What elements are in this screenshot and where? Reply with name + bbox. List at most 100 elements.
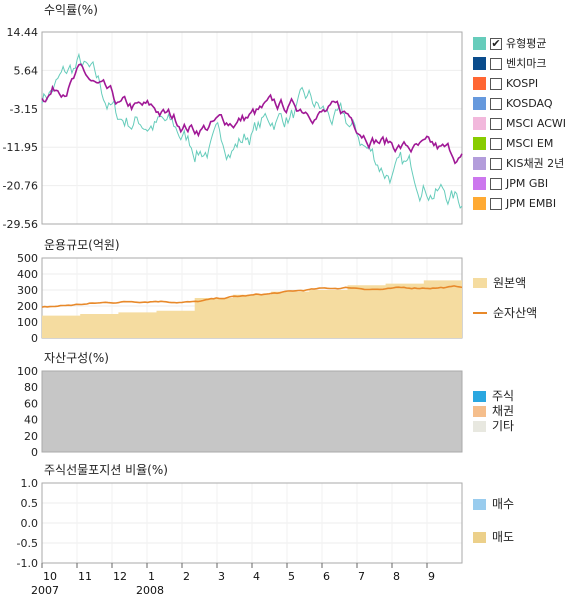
returns-frame bbox=[41, 31, 463, 225]
stock-swatch bbox=[473, 390, 486, 402]
assets-ytick: 80 bbox=[24, 381, 38, 394]
legend-item: 벤치마크 bbox=[473, 57, 546, 70]
futures-ytick: -1.0 bbox=[17, 557, 38, 570]
x-tick-label: 11 bbox=[78, 570, 92, 583]
x-tick-label: 12 bbox=[113, 570, 127, 583]
x-year-label: 2008 bbox=[136, 584, 164, 597]
x-tick-label: 9 bbox=[428, 570, 435, 583]
legend-label: MSCI EM bbox=[506, 136, 554, 150]
legend-label: KIS채권 2년 bbox=[506, 156, 565, 170]
checkbox[interactable] bbox=[490, 117, 502, 130]
checkbox[interactable] bbox=[490, 97, 502, 110]
returns-ytick: -3.15 bbox=[10, 103, 38, 116]
x-tick-label: 4 bbox=[253, 570, 260, 583]
nav-swatch bbox=[473, 312, 487, 314]
legend-swatch bbox=[473, 97, 486, 110]
checkbox[interactable] bbox=[490, 77, 502, 90]
nav-label: 순자산액 bbox=[493, 306, 538, 320]
x-tick-label: 7 bbox=[358, 570, 365, 583]
futures-title: 주식선물포지션 비율(%) bbox=[44, 463, 168, 477]
legend-label: JPM GBI bbox=[506, 176, 549, 190]
futures-ytick: -0.5 bbox=[17, 537, 38, 550]
assets-ytick: 20 bbox=[24, 430, 38, 443]
checkbox[interactable] bbox=[490, 157, 502, 170]
legend-swatch bbox=[473, 197, 486, 210]
x-tick-label: 8 bbox=[393, 570, 400, 583]
assets-ytick: 100 bbox=[17, 365, 38, 378]
legend-nav: 순자산액 bbox=[473, 306, 537, 320]
legend-item: JPM EMBI bbox=[473, 197, 556, 210]
aum-ytick: 200 bbox=[17, 300, 38, 313]
legend-principal: 원본액 bbox=[473, 276, 526, 290]
legend-item: MSCI EM bbox=[473, 137, 553, 150]
futures-ytick: 1.0 bbox=[21, 477, 39, 490]
legend-item: KIS채권 2년 bbox=[473, 157, 564, 170]
legend-sell: 매도 bbox=[473, 530, 514, 544]
legend-stock: 주식 bbox=[473, 389, 514, 403]
x-tick-label: 2 bbox=[183, 570, 190, 583]
aum-ytick: 0 bbox=[31, 332, 38, 345]
assets-ytick: 40 bbox=[24, 414, 38, 427]
nav-line bbox=[41, 285, 463, 308]
x-year-label: 2007 bbox=[31, 584, 59, 597]
principal-area bbox=[42, 277, 462, 338]
returns-ytick: 5.64 bbox=[14, 64, 39, 77]
legend-swatch bbox=[473, 37, 486, 50]
assets-title: 자산구성(%) bbox=[44, 351, 109, 365]
bond-swatch bbox=[473, 405, 486, 417]
futures-ytick: 0.5 bbox=[21, 497, 39, 510]
stock-label: 주식 bbox=[492, 389, 515, 403]
checkbox[interactable] bbox=[490, 57, 502, 70]
aum-title: 운용규모(억원) bbox=[44, 238, 120, 252]
legend-item: ✔ 유형평균 bbox=[473, 37, 546, 50]
buy-label: 매수 bbox=[492, 497, 515, 511]
assets-ytick: 0 bbox=[31, 446, 38, 459]
legend-label: 벤치마크 bbox=[506, 56, 547, 70]
aum-ytick: 100 bbox=[17, 316, 38, 329]
legend-other: 기타 bbox=[473, 419, 514, 433]
returns-ytick: -20.76 bbox=[3, 180, 38, 193]
legend-label: KOSDAQ bbox=[506, 96, 553, 110]
checked-checkbox[interactable]: ✔ bbox=[490, 36, 502, 50]
legend-item: KOSDAQ bbox=[473, 97, 553, 110]
returns-title: 수익률(%) bbox=[44, 3, 98, 17]
legend-item: MSCI ACWI bbox=[473, 117, 566, 130]
legend-buy: 매수 bbox=[473, 497, 514, 511]
principal-swatch bbox=[473, 278, 487, 288]
futures-ytick: 0.0 bbox=[21, 517, 39, 530]
checkbox[interactable] bbox=[490, 177, 502, 190]
legend-label: KOSPI bbox=[506, 76, 539, 90]
legend-label: MSCI ACWI bbox=[506, 116, 567, 130]
assets-area bbox=[42, 371, 462, 452]
checkbox[interactable] bbox=[490, 137, 502, 150]
legend-swatch bbox=[473, 137, 486, 150]
other-swatch bbox=[473, 420, 486, 432]
legend-item: JPM GBI bbox=[473, 177, 548, 190]
buy-swatch bbox=[473, 498, 486, 510]
legend-label: JPM EMBI bbox=[506, 196, 557, 210]
other-label: 기타 bbox=[492, 419, 515, 433]
x-tick-label: 5 bbox=[288, 570, 295, 583]
returns-series-line bbox=[41, 63, 463, 165]
legend-swatch bbox=[473, 117, 486, 130]
x-tick-label: 6 bbox=[323, 570, 330, 583]
assets-frame-top bbox=[41, 370, 463, 453]
returns-series-line bbox=[41, 52, 463, 209]
legend-swatch bbox=[473, 57, 486, 70]
returns-ytick: 14.44 bbox=[7, 26, 39, 39]
legend-item: KOSPI bbox=[473, 77, 538, 90]
aum-ytick: 300 bbox=[17, 284, 38, 297]
aum-ytick: 500 bbox=[17, 252, 38, 265]
principal-label: 원본액 bbox=[493, 276, 527, 290]
legend-swatch bbox=[473, 177, 486, 190]
returns-ytick: -11.95 bbox=[3, 141, 38, 154]
sell-swatch bbox=[473, 531, 486, 543]
legend-label: 유형평균 bbox=[506, 36, 547, 50]
bond-label: 채권 bbox=[492, 404, 515, 418]
legend-swatch bbox=[473, 157, 486, 170]
checkbox[interactable] bbox=[490, 197, 502, 210]
x-tick-label: 3 bbox=[218, 570, 225, 583]
legend-swatch bbox=[473, 77, 486, 90]
